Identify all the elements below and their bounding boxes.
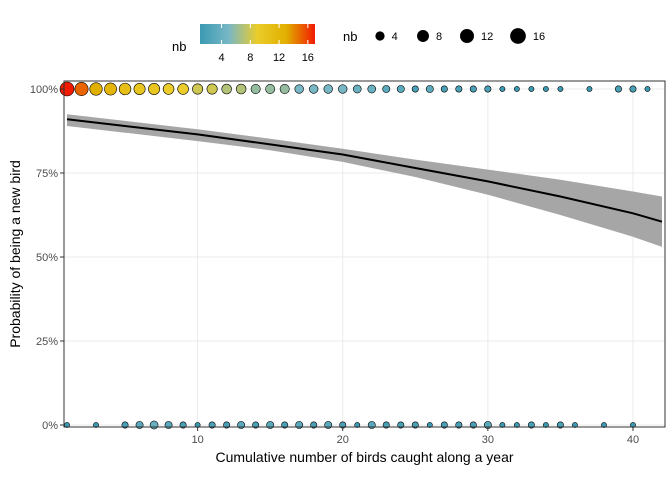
point-bottom [149, 420, 159, 430]
point-top [528, 86, 535, 92]
point-top [586, 86, 593, 92]
color-legend-tick-label: 8 [247, 52, 253, 64]
size-legend-keys: 4 8 12 16 [375, 28, 545, 44]
point-top [499, 86, 506, 92]
point-top [382, 85, 391, 93]
confidence-band-area [67, 114, 662, 247]
point-top [148, 83, 161, 95]
size-legend-label: 4 [392, 31, 398, 43]
panel-border [63, 80, 666, 428]
point-bottom [164, 421, 173, 429]
point-top [74, 82, 89, 96]
x-tick-label: 10 [191, 434, 203, 446]
color-legend-bar [200, 24, 315, 44]
point-top [221, 83, 232, 95]
size-legend-label: 16 [533, 31, 545, 43]
point-top [455, 85, 463, 93]
point-bottom [354, 422, 361, 428]
point-top [265, 84, 276, 94]
point-bottom [135, 421, 144, 429]
y-tick-label: 25% [36, 336, 58, 348]
color-legend-tick-label: 4 [219, 52, 225, 64]
point-bottom [601, 422, 607, 428]
point-bottom [513, 422, 520, 428]
x-axis-label: Cumulative number of birds caught along … [215, 449, 513, 465]
x-tick-label: 40 [627, 434, 639, 446]
point-bottom [426, 422, 433, 428]
size-legend-dot [510, 28, 526, 44]
point-top [469, 85, 477, 93]
x-axis-ticks: 10 20 30 40 [191, 427, 639, 446]
point-top [104, 82, 117, 96]
point-bottom [542, 422, 549, 428]
size-legend-title: nb [343, 29, 357, 44]
point-top [323, 84, 333, 94]
color-legend-title: nb [172, 39, 186, 54]
point-top [425, 85, 434, 93]
point-top [644, 86, 651, 92]
point-top [396, 85, 405, 93]
point-top [133, 83, 146, 95]
size-legend-label: 12 [481, 31, 493, 43]
point-top [629, 85, 637, 93]
color-legend: nb 4 8 12 16 [172, 24, 315, 64]
point-bottom [324, 421, 333, 429]
point-top [279, 84, 290, 94]
x-tick-label: 30 [482, 434, 494, 446]
color-legend-tick-label: 12 [273, 52, 285, 64]
point-top [440, 85, 448, 93]
y-tick-label: 0% [42, 420, 58, 432]
x-tick-label: 20 [337, 434, 349, 446]
color-legend-tick-label: 16 [302, 52, 314, 64]
point-top [294, 84, 304, 94]
y-axis-label: Probability of being a new bird [7, 160, 23, 348]
point-top [352, 84, 362, 94]
point-top [250, 84, 261, 94]
point-top [192, 83, 204, 95]
point-top [177, 83, 189, 95]
point-top [367, 84, 377, 94]
point-top [89, 82, 103, 96]
point-top [235, 83, 247, 95]
point-top [162, 83, 175, 95]
point-bottom [295, 421, 304, 429]
point-top [118, 82, 132, 96]
panel-background [64, 81, 665, 427]
y-axis-ticks: 0% 25% 50% 75% 100% [30, 84, 64, 432]
fit-line-path [66, 118, 663, 223]
point-bottom [572, 422, 578, 428]
color-legend-ticks: 4 8 12 16 [219, 24, 314, 64]
point-top [542, 86, 549, 92]
point-bottom [367, 421, 376, 429]
confidence-band [67, 114, 662, 247]
y-tick-label: 50% [36, 252, 58, 264]
point-top [557, 86, 564, 92]
point-top [614, 85, 622, 93]
size-legend-dot [460, 29, 474, 43]
point-bottom [266, 421, 275, 429]
point-top [411, 85, 419, 93]
point-bottom [237, 421, 246, 429]
point-top [206, 83, 218, 95]
plot-panel [59, 80, 666, 430]
fit-line [66, 118, 663, 223]
size-legend-dot [417, 30, 429, 42]
point-top [338, 84, 348, 94]
size-legend: nb 4 8 12 16 [343, 28, 545, 44]
point-bottom [93, 422, 99, 428]
y-tick-label: 75% [36, 168, 58, 180]
point-top [484, 85, 492, 93]
point-top [513, 86, 520, 92]
point-top [309, 84, 319, 94]
point-bottom [499, 422, 506, 428]
size-legend-label: 8 [436, 31, 442, 43]
y-tick-label: 100% [30, 84, 58, 96]
size-legend-dot [375, 31, 385, 41]
